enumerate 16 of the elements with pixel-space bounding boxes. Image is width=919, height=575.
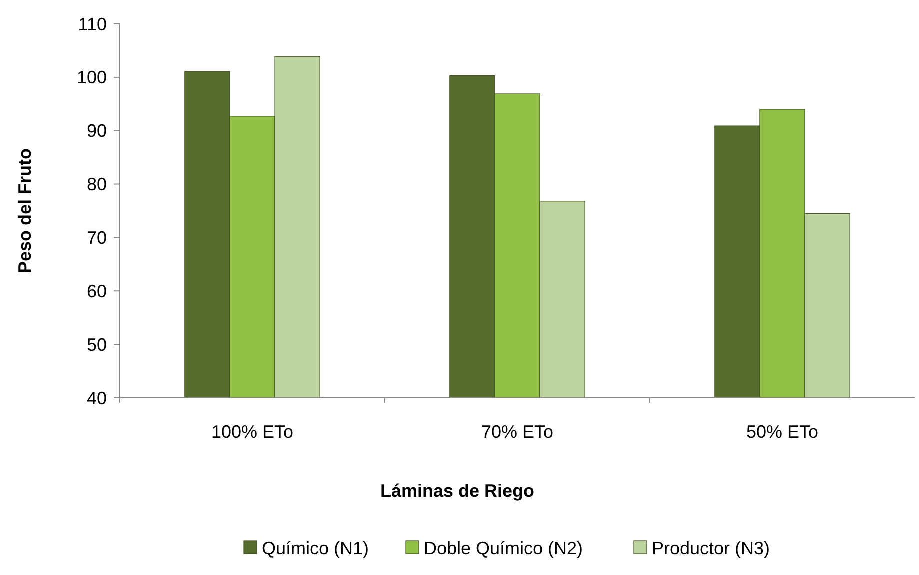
y-tick-label: 60: [86, 281, 107, 302]
y-tick-label: 110: [78, 14, 107, 34]
legend-label: Productor (N3): [652, 538, 770, 558]
y-tick-label: 40: [86, 388, 107, 408]
legend-label: Doble Químico (N2): [424, 538, 584, 558]
x-tick-label: 70% ETo: [481, 422, 554, 442]
y-tick-label: 90: [86, 121, 107, 142]
x-axis-title: Láminas de Riego: [380, 481, 535, 501]
legend-label: Químico (N1): [262, 538, 370, 558]
y-tick-label: 80: [86, 174, 107, 195]
y-tick-label: 50: [86, 334, 107, 355]
y-tick-label: 100: [76, 68, 107, 88]
y-tick-label: 70: [86, 228, 107, 248]
x-tick-label: 100% ETo: [211, 422, 294, 442]
x-tick-label: 50% ETo: [746, 422, 819, 442]
y-axis-title: Peso del Fruto: [15, 148, 35, 274]
